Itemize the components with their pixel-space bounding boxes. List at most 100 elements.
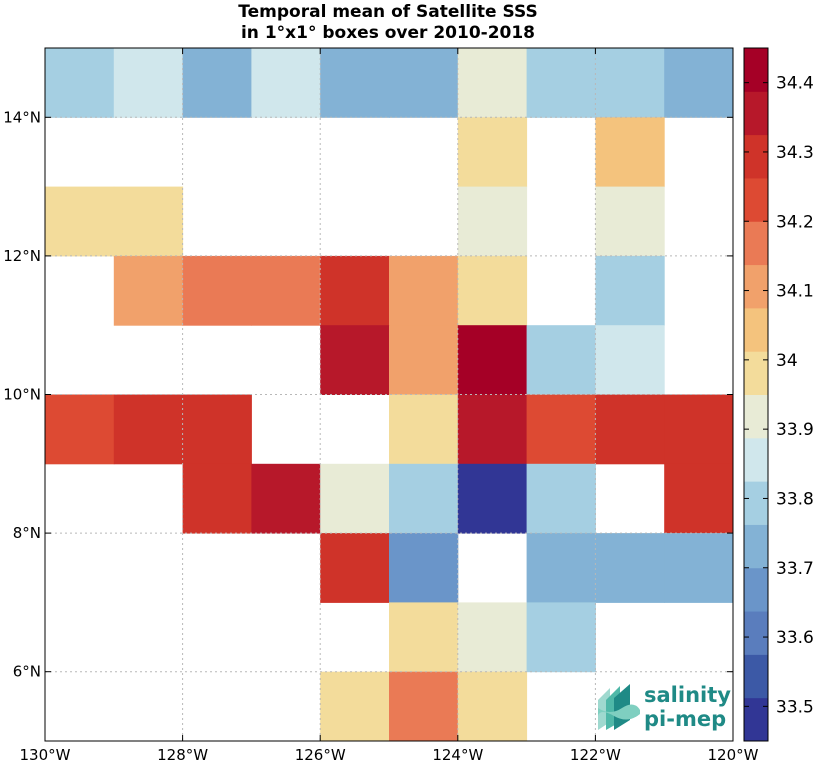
logo-mark-icon — [598, 684, 640, 730]
colorbar-tick-label: 33.5 — [776, 697, 814, 717]
heatmap-cell — [251, 255, 321, 326]
colorbar-segment — [744, 394, 768, 439]
colorbar-tick-label: 34.4 — [776, 74, 814, 94]
heatmap-cell — [595, 325, 665, 395]
heatmap-cell — [251, 48, 321, 118]
colorbar-tick-label: 34.2 — [776, 212, 814, 232]
heatmap-cell — [113, 186, 184, 257]
heatmap-cell — [664, 394, 734, 465]
heatmap-cell — [389, 671, 459, 742]
colorbar-segment — [744, 134, 768, 179]
colorbar-tick-label: 34.1 — [776, 282, 814, 302]
heatmap-cell — [457, 394, 528, 465]
heatmap-cell — [526, 602, 596, 673]
colorbar-tick-label: 34.3 — [776, 143, 814, 163]
heatmap-cell — [526, 325, 596, 395]
heatmap-cell — [664, 48, 734, 118]
colorbar-segment — [744, 437, 768, 482]
colorbar: 33.5 33.6 33.7 33.8 33.9 34 34.1 34.2 34.3 34.4 — [743, 47, 814, 742]
x-tick-label: 126°W — [295, 746, 346, 763]
colorbar-frame — [743, 47, 769, 742]
heatmap-cell — [320, 533, 390, 603]
heatmap-cell — [320, 325, 390, 395]
heatmap-cell — [389, 602, 459, 673]
heatmap-cell — [595, 186, 665, 257]
y-tick-label: 6°N — [13, 663, 41, 681]
salinity-pimep-logo: salinity pi-mep — [598, 683, 731, 731]
heatmap-cell — [595, 48, 665, 118]
colorbar-segment — [744, 654, 768, 699]
chart-title-line-2: in 1°x1° boxes over 2010-2018 — [241, 23, 535, 43]
heatmap-cell — [389, 255, 459, 326]
heatmap-cell — [595, 394, 665, 465]
heatmap-cell — [457, 602, 528, 673]
heatmap-cell — [457, 255, 528, 326]
heatmap-cell — [664, 463, 734, 534]
heatmap-cell — [595, 117, 665, 188]
colorbar-tick-label: 34 — [776, 351, 798, 371]
heatmap-cell — [182, 48, 252, 118]
y-tick-label: 10°N — [3, 386, 41, 404]
chart-title: Temporal mean of Satellite SSS in 1°x1° … — [238, 2, 537, 43]
logo-text-pimep: pi-mep — [644, 707, 726, 731]
heatmap-cell — [457, 117, 528, 188]
heatmap-cells — [45, 48, 734, 742]
heatmap-cell — [389, 463, 459, 534]
colorbar-segment — [744, 221, 768, 266]
heatmap-cell — [251, 463, 321, 534]
colorbar-segment — [744, 567, 768, 612]
x-tick-label: 130°W — [20, 746, 71, 763]
colorbar-tick-label: 33.6 — [776, 628, 814, 648]
heatmap-cell — [389, 48, 459, 118]
x-tick-label: 124°W — [432, 746, 483, 763]
chart-title-line-1: Temporal mean of Satellite SSS — [238, 2, 537, 22]
heatmap-cell — [182, 394, 252, 465]
heatmap-cell — [664, 533, 734, 603]
y-tick-label: 14°N — [3, 108, 41, 126]
heatmap-cell — [113, 48, 184, 118]
heatmap-cell — [389, 533, 459, 603]
heatmap-cell — [320, 255, 390, 326]
heatmap-cell — [457, 325, 528, 395]
colorbar-segment — [744, 177, 768, 222]
heatmap-cell — [182, 255, 252, 326]
heatmap-cell — [320, 671, 390, 742]
heatmap-cell — [389, 325, 459, 395]
colorbar-segment — [744, 697, 768, 742]
x-axis-ticks: 130°W 128°W 126°W 124°W 122°W 120°W — [20, 48, 759, 763]
heatmap-cell — [457, 186, 528, 257]
x-tick-label: 122°W — [570, 746, 621, 763]
heatmap-cell — [45, 394, 115, 465]
y-tick-label: 12°N — [3, 247, 41, 265]
colorbar-segment — [744, 307, 768, 352]
heatmap-cell — [320, 48, 390, 118]
heatmap-cell — [526, 394, 596, 465]
heatmap-cell — [45, 48, 115, 118]
heatmap-cell — [457, 463, 528, 534]
y-axis-ticks: 6°N 8°N 10°N 12°N 14°N — [3, 108, 733, 681]
colorbar-segment — [744, 351, 768, 395]
heatmap-cell — [182, 463, 252, 534]
heatmap-cell — [320, 463, 390, 534]
x-tick-label: 128°W — [157, 746, 208, 763]
logo-text-salinity: salinity — [644, 683, 731, 707]
colorbar-segment — [744, 48, 768, 92]
heatmap-cell — [457, 671, 528, 742]
colorbar-segment — [744, 611, 768, 655]
heatmap-cell — [113, 255, 184, 326]
colorbar-segment — [744, 524, 768, 569]
colorbar-tick-label: 33.7 — [776, 559, 814, 579]
heatmap-cell — [595, 533, 665, 603]
heatmap-cell — [389, 394, 459, 465]
heatmap-cell — [526, 48, 596, 118]
heatmap-cell — [457, 48, 528, 118]
heatmap-cell — [45, 186, 115, 257]
colorbar-segment — [744, 91, 768, 136]
heatmap-cell — [526, 463, 596, 534]
x-tick-label: 120°W — [708, 746, 759, 763]
heatmap-cell — [113, 394, 184, 465]
colorbar-segment — [744, 481, 768, 525]
colorbar-segment — [744, 264, 768, 309]
colorbar-tick-label: 33.9 — [776, 420, 814, 440]
